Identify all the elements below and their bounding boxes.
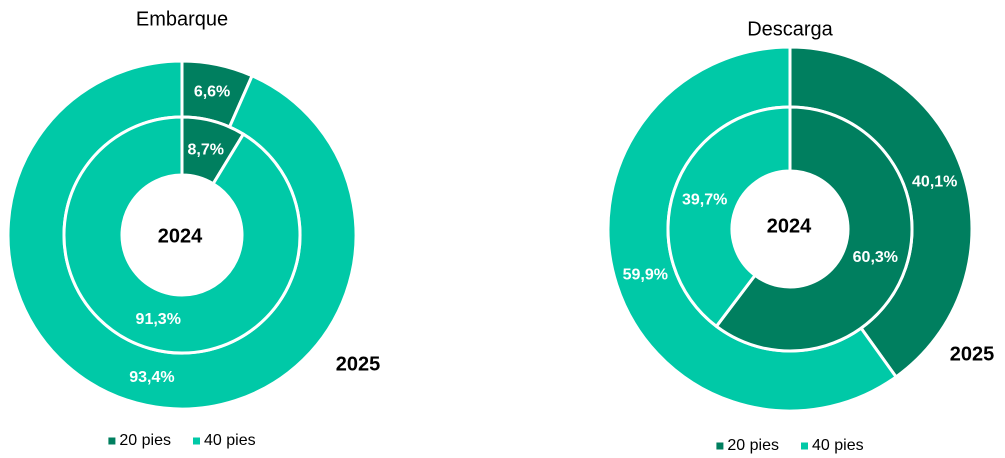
ring-name: 2025 xyxy=(950,343,995,365)
legend-label: 20 pies xyxy=(119,432,171,449)
legend-label: 20 pies xyxy=(727,437,779,454)
slice-label: 8,7% xyxy=(188,141,224,158)
ring: 8,7% 91,3% xyxy=(62,115,302,355)
donut-chart: Descarga 40,1% 59,9% 60,3% 39,7% 2025 2024 20 p… xyxy=(606,18,995,454)
legend-swatch xyxy=(193,437,200,445)
ring-segment xyxy=(666,105,792,329)
donut-chart: Embarque 6,6% 93,4% 8,7% 91,3% 2025 2024 20 pie… xyxy=(6,8,381,449)
ring-segment xyxy=(714,105,914,353)
ring-name: 2024 xyxy=(767,215,812,237)
slice-label: 91,3% xyxy=(136,311,181,328)
slice-label: 40,1% xyxy=(912,174,957,191)
legend-swatch xyxy=(716,442,724,450)
ring-name: 2024 xyxy=(158,225,203,247)
chart-title: Embarque xyxy=(136,8,228,30)
chart-title: Descarga xyxy=(747,18,833,40)
slice-label: 59,9% xyxy=(623,267,668,284)
legend: 20 pies 40 pies xyxy=(108,432,256,449)
ring-segment xyxy=(62,115,302,355)
legend: 20 pies 40 pies xyxy=(716,437,864,454)
legend-label: 40 pies xyxy=(812,437,864,454)
legend-swatch xyxy=(801,442,808,450)
slice-label: 39,7% xyxy=(682,192,727,209)
ring-name: 2025 xyxy=(336,353,381,375)
slice-label: 93,4% xyxy=(129,369,174,386)
ring: 60,3% 39,7% xyxy=(666,105,914,353)
slice-label: 6,6% xyxy=(194,83,230,100)
legend-label: 40 pies xyxy=(204,432,256,449)
slice-label: 60,3% xyxy=(853,249,898,266)
legend-swatch xyxy=(108,437,116,445)
